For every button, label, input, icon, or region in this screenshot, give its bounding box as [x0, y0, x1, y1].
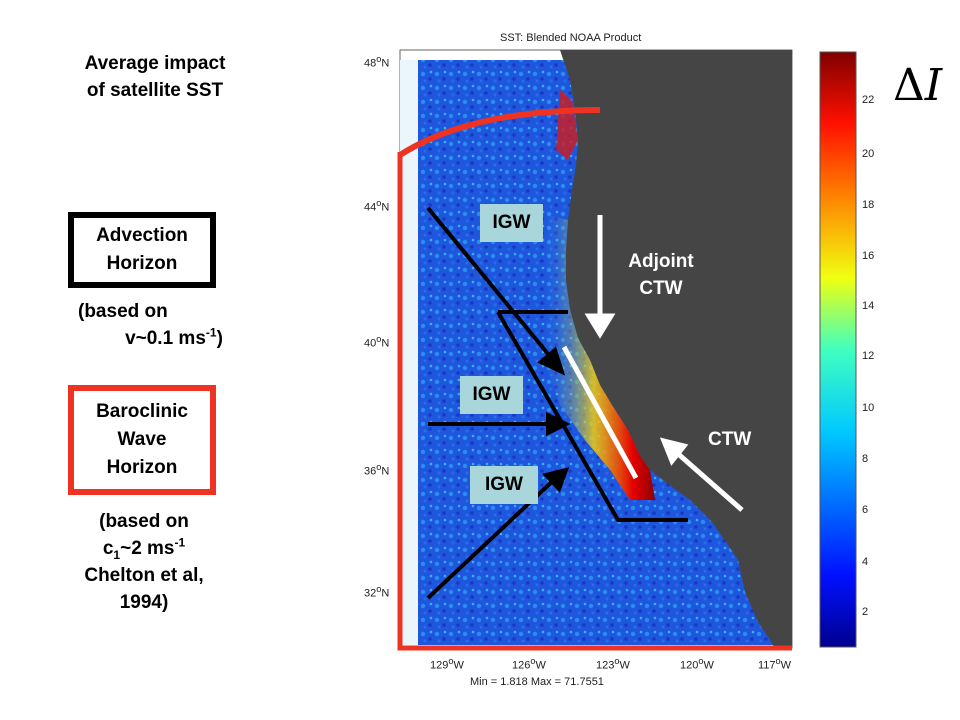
- colorbar-tick-6: 6: [862, 504, 869, 516]
- colorbar-tick-16: 16: [862, 250, 875, 262]
- igw-label-1: IGW: [480, 204, 543, 242]
- colorbar-tick-12: 12: [862, 350, 875, 362]
- igw-label-3: IGW: [470, 466, 538, 504]
- colorbar-tick-20: 20: [862, 148, 875, 160]
- baroclinic-note-c: c: [102, 538, 114, 559]
- colorbar-tick-18: 18: [862, 199, 875, 211]
- advection-note-line-2: v~0.1 ms-1): [74, 325, 254, 352]
- map-footer: Min = 1.818 Max = 71.7551: [470, 676, 604, 688]
- land-mass: [560, 50, 792, 648]
- colorbar-tick-22: 22: [862, 94, 875, 106]
- baroclinic-note-line-4: 1994): [119, 592, 169, 613]
- baroclinic-note-speed: ~2 ms: [120, 538, 175, 559]
- colorbar: [819, 51, 857, 648]
- ctw-arrow: [659, 437, 744, 512]
- variable-glyph: I: [924, 60, 943, 111]
- igw-label-3-text: IGW: [485, 474, 523, 495]
- baroclinic-note-line-2: c1~2 ms-1: [52, 535, 236, 562]
- advection-note-velocity: v~0.1 ms: [125, 328, 206, 349]
- coastal-white-line: [561, 345, 639, 480]
- lon-tick-117: 117oW: [758, 656, 792, 672]
- baroclinic-horizon-box: Baroclinic Wave Horizon: [68, 385, 216, 495]
- lat-tick-32: 32oN: [364, 584, 390, 600]
- delta-i-symbol: ΔI: [893, 64, 942, 108]
- colorbar-tick-4: 4: [862, 556, 869, 568]
- ctw-label: CTW: [708, 429, 752, 450]
- lon-tick-123: 123oW: [596, 656, 630, 672]
- colorbar-tick-2: 2: [862, 606, 869, 618]
- advection-box-line-1: Advection: [96, 225, 188, 246]
- igw-arrow-1: [426, 206, 566, 376]
- igw-label-2-text: IGW: [472, 384, 511, 405]
- map-edge-strip: [400, 60, 418, 645]
- igw-label-1-text: IGW: [492, 212, 531, 233]
- page-heading: Average impact of satellite SST: [40, 50, 270, 104]
- adjoint-ctw-label-line-1: Adjoint: [628, 251, 694, 272]
- baroclinic-horizon-frame: [397, 152, 792, 651]
- colorbar-tick-10: 10: [862, 402, 875, 414]
- advection-note-close: ): [216, 328, 223, 349]
- baroclinic-note-line-1: (based on: [99, 511, 189, 532]
- igw-label-2: IGW: [460, 376, 523, 414]
- advection-note: (based on v~0.1 ms-1): [74, 298, 254, 352]
- baroclinic-note-exponent: -1: [174, 535, 186, 550]
- colorbar-tick-8: 8: [862, 453, 869, 465]
- igw-arrow-2: [428, 411, 571, 437]
- delta-glyph: Δ: [893, 60, 925, 111]
- heading-line-2: of satellite SST: [86, 80, 224, 101]
- advection-box-line-2: Horizon: [106, 253, 178, 274]
- lat-tick-36: 36oN: [364, 462, 390, 478]
- baroclinic-box-line-1: Baroclinic: [96, 401, 188, 422]
- baroclinic-note-subscript: 1: [113, 547, 121, 562]
- baroclinic-note: (based on c1~2 ms-1 Chelton et al, 1994): [52, 508, 236, 616]
- baroclinic-note-line-3: Chelton et al,: [84, 565, 204, 586]
- lat-tick-48: 48oN: [364, 54, 390, 70]
- coastal-upwelling-band: [544, 215, 655, 500]
- baroclinic-horizon-line: [398, 107, 601, 158]
- baroclinic-box-line-3: Horizon: [106, 457, 178, 478]
- adjoint-ctw-label-line-2: CTW: [639, 278, 683, 299]
- advection-note-exponent: -1: [205, 325, 217, 340]
- baroclinic-box-line-2: Wave: [117, 429, 167, 450]
- heading-line-1: Average impact: [84, 53, 226, 74]
- map-title: SST: Blended NOAA Product: [500, 32, 642, 44]
- lon-tick-129: 129oW: [430, 656, 464, 672]
- coastal-warm-north: [556, 90, 578, 160]
- colorbar-tick-14: 14: [862, 300, 875, 312]
- lon-tick-120: 120oW: [680, 656, 714, 672]
- advection-horizon-line: [496, 310, 688, 522]
- lon-tick-126: 126oW: [512, 656, 546, 672]
- lat-tick-44: 44oN: [364, 198, 390, 214]
- adjoint-ctw-arrow: [584, 215, 616, 339]
- lat-tick-40: 40oN: [364, 334, 390, 350]
- adjoint-ctw-label: Adjoint CTW: [615, 248, 707, 302]
- advection-horizon-box: Advection Horizon: [68, 212, 216, 288]
- advection-note-line-1: (based on: [78, 301, 168, 322]
